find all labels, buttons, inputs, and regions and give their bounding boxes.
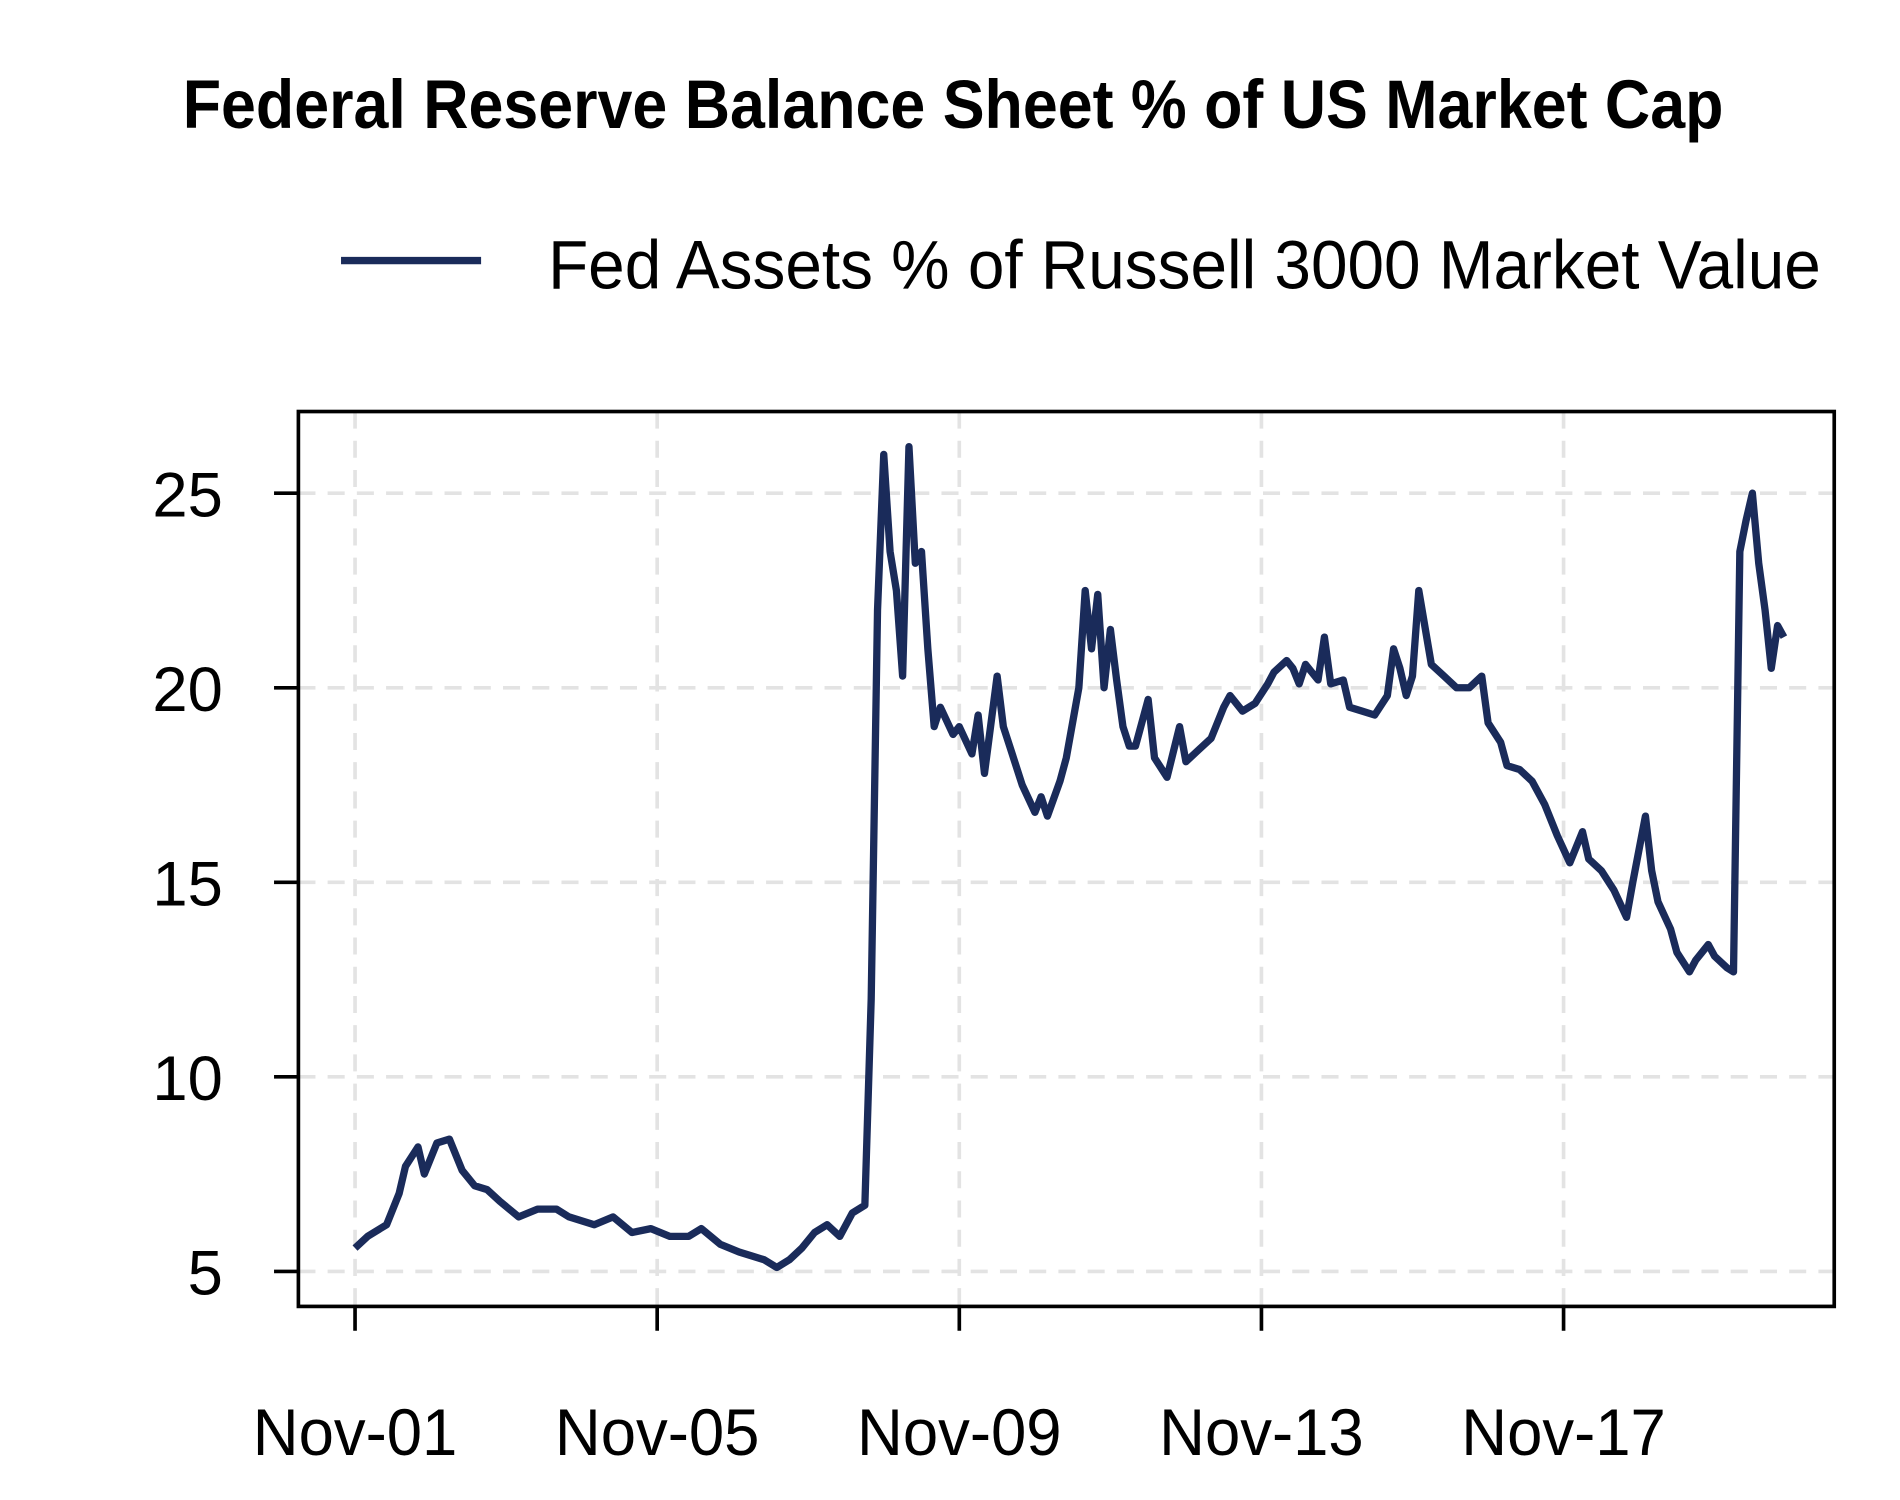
y-tick-label: 10 xyxy=(152,1044,222,1114)
x-tick-label: Nov-13 xyxy=(1159,1395,1364,1469)
series-line-fed-assets xyxy=(352,442,1788,1272)
y-tick-label: 15 xyxy=(152,849,222,919)
y-tick-label: 20 xyxy=(152,655,222,725)
plot-frame xyxy=(296,409,1837,1309)
axis-ticks xyxy=(274,491,1566,1331)
y-tick-label: 25 xyxy=(152,460,222,530)
x-tick-label: Nov-17 xyxy=(1461,1395,1666,1469)
x-tick-label: Nov-05 xyxy=(555,1395,760,1469)
legend-label: Fed Assets % of Russell 3000 Market Valu… xyxy=(548,228,1821,304)
x-tick-label: Nov-09 xyxy=(857,1395,1062,1469)
chart-title: Federal Reserve Balance Sheet % of US Ma… xyxy=(183,67,1724,143)
x-tick-label: Nov-01 xyxy=(253,1395,458,1469)
legend: Fed Assets % of Russell 3000 Market Valu… xyxy=(341,228,1821,304)
y-tick-label: 5 xyxy=(188,1239,223,1309)
y-axis-tick-labels: 5 10 15 20 25 xyxy=(152,460,222,1308)
x-axis-tick-labels: Nov-01 Nov-05 Nov-09 Nov-13 Nov-17 xyxy=(253,1395,1666,1469)
grid xyxy=(298,411,1835,1307)
